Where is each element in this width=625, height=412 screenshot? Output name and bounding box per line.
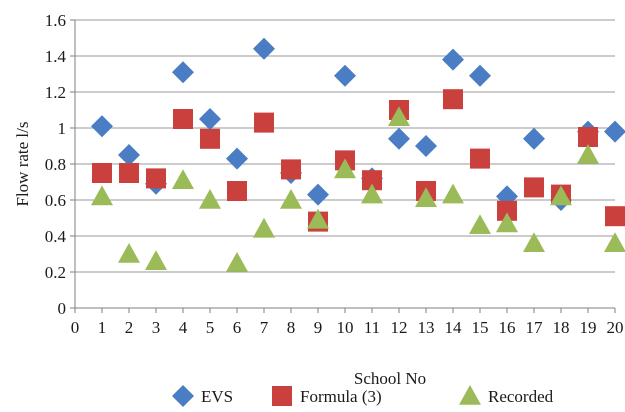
formula-3-point (605, 206, 625, 227)
evs-point (442, 48, 464, 71)
x-tick-label: 8 (287, 318, 296, 337)
x-tick-label: 9 (314, 318, 323, 337)
legend-label-evs: EVS (201, 387, 233, 406)
x-tick-labels: 0 1 2 3 4 5 6 7 8 9 10 11 12 13 14 15 16 17 18 19 20 (71, 318, 624, 337)
legend-marker-recorded (459, 385, 481, 405)
recorded-point (361, 183, 383, 204)
evs-point (226, 147, 248, 170)
formula-3-point (254, 112, 274, 133)
formula-3-point (362, 170, 382, 191)
x-tick-label: 20 (607, 318, 624, 337)
x-tick-label: 6 (233, 318, 242, 337)
evs-point (118, 144, 140, 166)
x-tick-label: 7 (260, 318, 269, 337)
gridlines (75, 19, 615, 273)
recorded-point (577, 144, 599, 164)
recorded-point (118, 243, 140, 263)
x-tick-label: 18 (553, 318, 570, 337)
x-tick-label: 15 (472, 318, 489, 337)
recorded-point (415, 187, 437, 207)
evs-point (307, 183, 329, 206)
recorded-point (442, 183, 464, 204)
evs-point (604, 120, 625, 143)
formula-3-point (524, 177, 544, 198)
recorded-point (253, 217, 275, 238)
legend: EVS Formula (3) Recorded (172, 385, 554, 407)
x-tick-label: 17 (526, 318, 544, 337)
legend-item-formula-3: Formula (3) (272, 386, 382, 406)
recorded-point (226, 252, 248, 272)
y-tick-labels: 0 0.2 0.4 0.6 0.8 1 1.2 1.4 1.6 (45, 11, 67, 318)
x-tick-label: 14 (445, 318, 463, 337)
formula-3-point (497, 200, 517, 221)
evs-point (253, 37, 275, 60)
legend-label-recorded: Recorded (488, 387, 554, 406)
recorded-point (550, 185, 572, 206)
y-tick-label: 1 (58, 119, 67, 138)
x-tick-label: 13 (418, 318, 435, 337)
legend-marker-formula-3 (272, 386, 292, 406)
x-tick-label: 16 (499, 318, 516, 337)
formula-3-point (578, 127, 598, 147)
evs-point (415, 135, 437, 157)
recorded-point (91, 185, 113, 206)
x-axis-label: School No (354, 369, 426, 388)
y-tick-label: 0 (58, 299, 67, 318)
y-axis-label: Flow rate l/s (13, 122, 32, 207)
y-tick-label: 1.2 (45, 83, 66, 102)
formula-3-point (281, 159, 301, 180)
evs-point (199, 108, 221, 130)
y-tick-label: 0.2 (45, 263, 66, 282)
y-tick-label: 1.4 (45, 47, 67, 66)
formula-3-point (119, 163, 139, 183)
recorded-point (604, 232, 625, 252)
x-tick-label: 2 (125, 318, 134, 337)
formula-3-point (146, 168, 166, 189)
recorded-point (172, 169, 194, 189)
formula-3-point (200, 128, 220, 149)
evs-point (91, 115, 113, 138)
recorded-point (388, 106, 410, 126)
x-tick-label: 19 (580, 318, 597, 337)
y-tick-label: 0.4 (45, 227, 67, 246)
formula-3-point (470, 148, 490, 169)
evs-point (172, 61, 194, 84)
formula-3-point (227, 181, 247, 201)
recorded-point (334, 158, 356, 179)
x-tick-label: 3 (152, 318, 161, 337)
formula-3-point (92, 163, 112, 183)
recorded-point (307, 208, 329, 229)
recorded-point (145, 250, 167, 270)
evs-point (469, 64, 491, 87)
legend-item-recorded: Recorded (459, 385, 554, 406)
recorded-point (199, 189, 221, 209)
recorded-point (469, 214, 491, 234)
y-tick-label: 0.6 (45, 191, 66, 210)
evs-point (523, 127, 545, 150)
axes (70, 19, 616, 313)
legend-item-evs: EVS (172, 385, 233, 407)
evs-point (334, 64, 356, 87)
x-tick-label: 4 (179, 318, 188, 337)
data-markers (91, 37, 625, 272)
y-tick-label: 0.8 (45, 155, 66, 174)
x-tick-label: 12 (391, 318, 408, 337)
x-tick-label: 10 (337, 318, 354, 337)
recorded-point (523, 232, 545, 252)
evs-point (388, 127, 410, 150)
x-tick-label: 5 (206, 318, 215, 337)
x-tick-label: 1 (98, 318, 107, 337)
y-tick-label: 1.6 (45, 11, 66, 30)
recorded-point (280, 189, 302, 209)
x-tick-label: 11 (364, 318, 380, 337)
legend-marker-evs (172, 385, 194, 407)
legend-label-formula-3: Formula (3) (300, 387, 382, 406)
x-tick-label: 0 (71, 318, 80, 337)
recorded-point (496, 212, 518, 233)
formula-3-point (443, 89, 463, 110)
formula-3-point (173, 109, 193, 129)
